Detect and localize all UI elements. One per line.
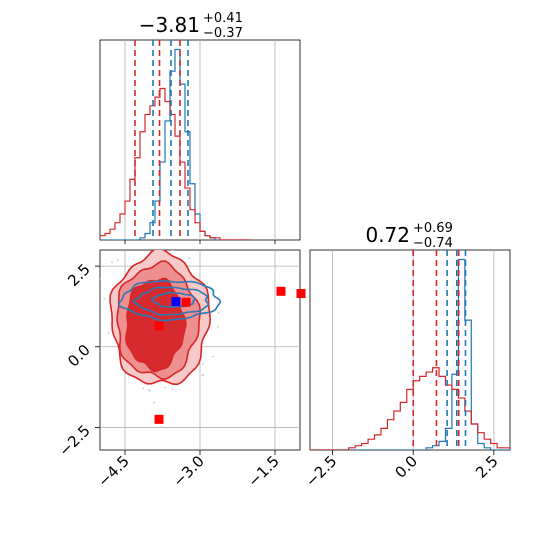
joint-panel: −4.5 −3.0 −1.5 −2.5 0.0 2.5 bbox=[55, 246, 306, 491]
joint-sample-point bbox=[102, 265, 104, 268]
joint-sample-point bbox=[217, 311, 220, 314]
hist-param2-xtick-label-0: −2.5 bbox=[302, 452, 340, 490]
hist-param1-series-0 bbox=[100, 48, 250, 240]
param2-title: 0.72 bbox=[365, 223, 410, 247]
joint-sample-point bbox=[159, 426, 162, 429]
joint-sample-point bbox=[188, 257, 191, 260]
joint-sample-point bbox=[108, 332, 110, 335]
joint-ytick-label-1: 0.0 bbox=[64, 341, 94, 371]
hist-param2-panel: −2.5 0.0 2.5 0.72 +0.69 −0.74 bbox=[302, 221, 511, 491]
param1-title-upper-error: +0.41 bbox=[203, 11, 243, 26]
joint-sample-point bbox=[171, 388, 174, 391]
hist-param2-series-1 bbox=[310, 367, 510, 450]
hist-param2-xtick-label-2: 2.5 bbox=[472, 452, 502, 482]
joint-sample-point bbox=[153, 401, 155, 404]
joint-sample-point bbox=[199, 246, 201, 248]
hist-param2-xtick-label-1: 0.0 bbox=[391, 452, 421, 482]
param2-title-lower-error: −0.74 bbox=[413, 236, 453, 251]
param1-title: −3.81 bbox=[139, 13, 200, 37]
param1-title-lower-error: −0.37 bbox=[203, 26, 243, 41]
joint-xtick-label-1: −3.0 bbox=[169, 452, 207, 490]
joint-sample-point bbox=[149, 389, 151, 392]
joint-sample-point bbox=[103, 297, 106, 300]
joint-marker-4 bbox=[296, 289, 306, 299]
joint-sample-point bbox=[164, 386, 167, 389]
hist-param1-panel: −3.81 +0.41 −0.37 bbox=[99, 11, 301, 244]
joint-sample-point bbox=[202, 363, 204, 365]
joint-marker-1 bbox=[181, 297, 191, 307]
joint-marker-3 bbox=[276, 286, 286, 296]
joint-ytick-label-0: −2.5 bbox=[55, 422, 93, 460]
joint-sample-point bbox=[211, 355, 214, 358]
joint-sample-point bbox=[147, 388, 150, 391]
joint-blue-contour-2 bbox=[117, 280, 222, 322]
joint-ytick-label-2: 2.5 bbox=[64, 260, 94, 290]
joint-marker-2 bbox=[154, 414, 164, 424]
joint-sample-point bbox=[100, 277, 101, 280]
joint-sample-point bbox=[171, 250, 174, 251]
joint-marker-5 bbox=[171, 297, 181, 307]
joint-sample-point bbox=[216, 326, 219, 328]
param2-title-upper-error: +0.69 bbox=[413, 221, 453, 236]
joint-sample-point bbox=[98, 375, 100, 377]
joint-sample-point bbox=[142, 387, 145, 390]
hist-param1-series-1 bbox=[100, 87, 250, 240]
joint-xtick-label-0: −4.5 bbox=[94, 452, 132, 490]
joint-marker-0 bbox=[154, 321, 164, 331]
joint-sample-point bbox=[202, 373, 205, 376]
joint-sample-point bbox=[116, 259, 119, 261]
hist-param2-frame bbox=[309, 249, 511, 451]
joint-blue-contour-1 bbox=[132, 286, 210, 316]
joint-sample-point bbox=[111, 261, 113, 264]
joint-xtick-label-2: −1.5 bbox=[244, 452, 282, 490]
hist-param2-series-0 bbox=[310, 258, 510, 450]
